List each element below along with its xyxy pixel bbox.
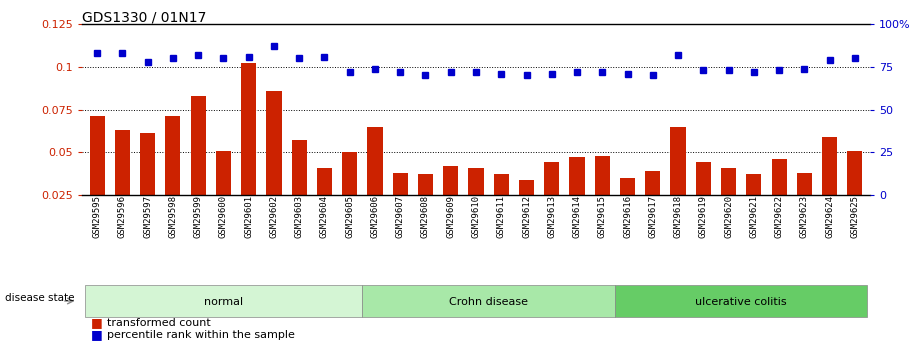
Text: GSM29598: GSM29598 — [169, 195, 178, 238]
Bar — [468, 168, 484, 238]
Text: GSM29609: GSM29609 — [446, 195, 456, 238]
Bar — [317, 168, 332, 238]
Text: GSM29611: GSM29611 — [496, 195, 506, 238]
Text: GSM29622: GSM29622 — [774, 195, 783, 238]
Text: GSM29602: GSM29602 — [270, 195, 279, 238]
Bar — [89, 116, 105, 238]
Text: GSM29619: GSM29619 — [699, 195, 708, 238]
Text: GSM29596: GSM29596 — [118, 195, 127, 238]
Bar — [393, 173, 408, 238]
Text: percentile rank within the sample: percentile rank within the sample — [107, 330, 295, 339]
Bar — [746, 175, 762, 238]
Bar — [569, 157, 585, 238]
Text: transformed count: transformed count — [107, 318, 211, 327]
Bar — [367, 127, 383, 238]
Text: GSM29606: GSM29606 — [371, 195, 380, 238]
Bar — [721, 168, 736, 238]
Text: GSM29608: GSM29608 — [421, 195, 430, 238]
Bar — [115, 130, 130, 238]
Text: Crohn disease: Crohn disease — [449, 297, 528, 307]
Bar — [292, 140, 307, 238]
Text: GDS1330 / 01N17: GDS1330 / 01N17 — [82, 10, 207, 24]
Text: GSM29616: GSM29616 — [623, 195, 632, 238]
Bar — [847, 150, 863, 238]
Text: GSM29613: GSM29613 — [548, 195, 557, 238]
Text: GSM29615: GSM29615 — [598, 195, 607, 238]
Text: GSM29621: GSM29621 — [750, 195, 758, 238]
Text: normal: normal — [204, 297, 243, 307]
Bar — [140, 134, 155, 238]
Bar — [544, 162, 559, 238]
Bar — [772, 159, 787, 238]
Bar — [418, 175, 433, 238]
Text: GSM29617: GSM29617 — [649, 195, 658, 238]
Text: GSM29607: GSM29607 — [395, 195, 404, 238]
Text: GSM29604: GSM29604 — [320, 195, 329, 238]
Bar — [266, 91, 281, 238]
Text: GSM29618: GSM29618 — [673, 195, 682, 238]
Bar — [494, 175, 509, 238]
Text: ■: ■ — [91, 316, 107, 329]
Bar — [165, 116, 180, 238]
Text: GSM29597: GSM29597 — [143, 195, 152, 238]
Text: GSM29605: GSM29605 — [345, 195, 354, 238]
Bar — [822, 137, 837, 238]
Text: ■: ■ — [91, 328, 107, 341]
Text: ulcerative colitis: ulcerative colitis — [695, 297, 787, 307]
Text: GSM29603: GSM29603 — [294, 195, 303, 238]
Bar — [519, 179, 534, 238]
Text: GSM29595: GSM29595 — [93, 195, 102, 238]
Text: GSM29625: GSM29625 — [850, 195, 859, 238]
Text: GSM29623: GSM29623 — [800, 195, 809, 238]
Bar — [190, 96, 206, 238]
Bar — [85, 285, 363, 317]
Bar — [595, 156, 609, 238]
Bar — [363, 285, 615, 317]
Text: GSM29599: GSM29599 — [194, 195, 202, 238]
Text: GSM29610: GSM29610 — [472, 195, 480, 238]
Text: GSM29620: GSM29620 — [724, 195, 733, 238]
Bar — [443, 166, 458, 238]
Text: GSM29624: GSM29624 — [825, 195, 834, 238]
Text: GSM29600: GSM29600 — [219, 195, 228, 238]
Text: GSM29614: GSM29614 — [572, 195, 581, 238]
Text: GSM29601: GSM29601 — [244, 195, 253, 238]
Bar — [343, 152, 357, 238]
Bar — [645, 171, 660, 238]
Bar — [620, 178, 635, 238]
Bar — [241, 63, 256, 238]
Bar — [670, 127, 686, 238]
Text: disease state: disease state — [5, 293, 74, 303]
Bar — [615, 285, 867, 317]
Bar — [696, 162, 711, 238]
Bar — [216, 150, 231, 238]
Text: GSM29612: GSM29612 — [522, 195, 531, 238]
Bar — [797, 173, 812, 238]
